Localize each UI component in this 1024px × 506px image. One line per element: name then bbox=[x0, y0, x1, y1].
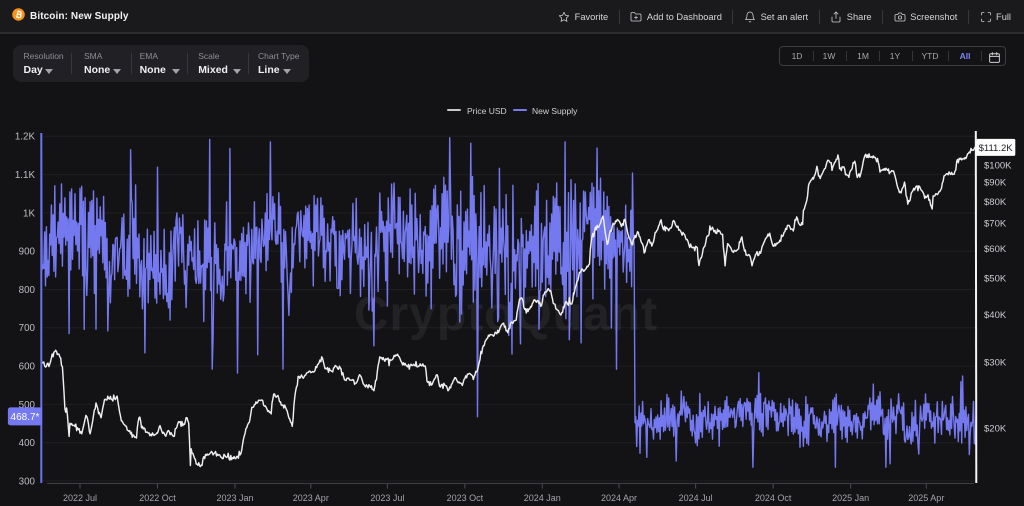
svg-text:$70K: $70K bbox=[984, 219, 1007, 230]
svg-text:2022 Jul: 2022 Jul bbox=[63, 493, 97, 503]
svg-text:1K: 1K bbox=[23, 208, 35, 219]
svg-text:2023 Jan: 2023 Jan bbox=[216, 493, 253, 503]
svg-text:2022 Oct: 2022 Oct bbox=[139, 493, 176, 503]
svg-text:1.1K: 1.1K bbox=[15, 170, 36, 181]
svg-text:468.7*: 468.7* bbox=[11, 412, 40, 423]
svg-text:$20K: $20K bbox=[984, 424, 1007, 435]
svg-text:$60K: $60K bbox=[984, 244, 1007, 255]
svg-text:300: 300 bbox=[19, 476, 36, 487]
svg-text:$40K: $40K bbox=[984, 310, 1007, 321]
svg-text:900: 900 bbox=[19, 247, 36, 258]
svg-text:400: 400 bbox=[19, 438, 36, 449]
svg-text:$100K: $100K bbox=[984, 160, 1012, 171]
svg-text:600: 600 bbox=[19, 362, 36, 373]
svg-text:500: 500 bbox=[19, 400, 36, 411]
svg-text:$111.2K: $111.2K bbox=[979, 143, 1014, 154]
svg-text:2024 Apr: 2024 Apr bbox=[601, 493, 637, 503]
svg-text:2023 Jul: 2023 Jul bbox=[370, 493, 404, 503]
svg-text:CryptoQuant: CryptoQuant bbox=[354, 288, 658, 341]
svg-text:1.2K: 1.2K bbox=[15, 132, 36, 143]
svg-text:2025 Jan: 2025 Jan bbox=[832, 493, 869, 503]
svg-text:$90K: $90K bbox=[984, 178, 1007, 189]
svg-text:2024 Jan: 2024 Jan bbox=[524, 493, 561, 503]
svg-text:2024 Jul: 2024 Jul bbox=[679, 493, 713, 503]
svg-text:2025 Apr: 2025 Apr bbox=[908, 493, 944, 503]
svg-text:2023 Apr: 2023 Apr bbox=[293, 493, 329, 503]
svg-text:700: 700 bbox=[19, 323, 36, 334]
svg-text:2024 Oct: 2024 Oct bbox=[755, 493, 792, 503]
svg-text:$50K: $50K bbox=[984, 274, 1007, 285]
svg-text:2023 Oct: 2023 Oct bbox=[447, 493, 484, 503]
svg-text:800: 800 bbox=[19, 285, 36, 296]
svg-text:$30K: $30K bbox=[984, 357, 1007, 368]
svg-text:$80K: $80K bbox=[984, 197, 1007, 208]
